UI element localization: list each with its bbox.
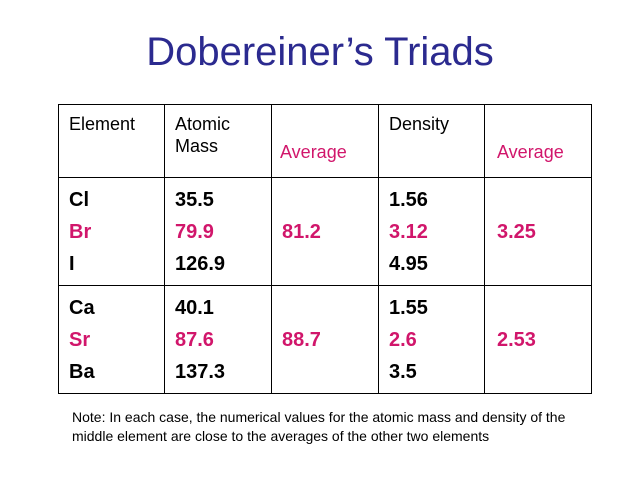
triads-table: Element Atomic Mass Average Density Aver… (58, 104, 592, 394)
mass-value: 40.1 (175, 297, 214, 319)
mass-value: 35.5 (175, 189, 214, 211)
density-average: 3.25 (497, 221, 536, 243)
density-cell: 1.55 2.6 3.5 (378, 285, 485, 394)
header-atomic-mass: Atomic Mass (164, 104, 272, 178)
density-value: 3.5 (389, 361, 417, 383)
element-cell: Cl Br I (58, 177, 165, 286)
element-name: Ba (69, 361, 95, 383)
mass-average-cell: 88.7 (271, 285, 379, 394)
mass-value: 137.3 (175, 361, 226, 383)
mass-cell: 40.1 87.6 137.3 (164, 285, 272, 394)
element-cell: Ca Sr Ba (58, 285, 165, 394)
header-density-average: Average (484, 104, 592, 178)
element-name: Ca (69, 297, 95, 319)
density-cell: 1.56 3.12 4.95 (378, 177, 485, 286)
triad-row-halogens: Cl Br I 35.5 79.9 126.9 81.2 1.56 3.12 4… (58, 177, 592, 286)
mass-cell: 35.5 79.9 126.9 (164, 177, 272, 286)
density-average: 2.53 (497, 329, 536, 351)
mass-average: 88.7 (282, 329, 321, 351)
mass-value: 87.6 (175, 329, 214, 351)
mass-average: 81.2 (282, 221, 321, 243)
element-name: I (69, 253, 75, 275)
density-value: 1.56 (389, 189, 428, 211)
mass-average-cell: 81.2 (271, 177, 379, 286)
density-average-cell: 3.25 (484, 177, 592, 286)
density-value: 2.6 (389, 329, 417, 351)
element-name: Cl (69, 189, 89, 211)
header-mass-average: Average (271, 104, 379, 178)
density-average-cell: 2.53 (484, 285, 592, 394)
page-title: Dobereiner’s Triads (146, 30, 494, 74)
mass-value: 79.9 (175, 221, 214, 243)
footnote: Note: In each case, the numerical values… (72, 409, 566, 444)
header-density: Density (378, 104, 485, 178)
density-value: 3.12 (389, 221, 428, 243)
element-name: Sr (69, 329, 91, 351)
triad-row-alkaline-earth: Ca Sr Ba 40.1 87.6 137.3 88.7 1.55 2.6 3… (58, 285, 592, 394)
header-row: Element Atomic Mass Average Density Aver… (58, 104, 592, 178)
density-value: 4.95 (389, 253, 428, 275)
element-name: Br (69, 221, 92, 243)
density-value: 1.55 (389, 297, 428, 319)
mass-value: 126.9 (175, 253, 226, 275)
header-element: Element (58, 104, 165, 178)
